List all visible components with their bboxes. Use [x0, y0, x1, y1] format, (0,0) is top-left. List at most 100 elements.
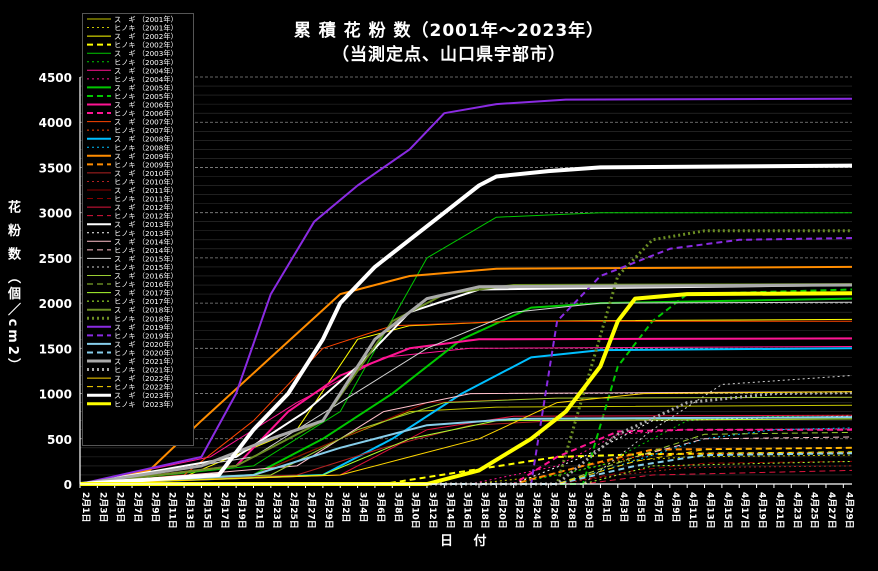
series-line — [79, 265, 853, 485]
legend-label: ス ギ （2020年） — [114, 340, 178, 349]
legend-label: ス ギ （2010年） — [114, 169, 178, 178]
series-line — [80, 237, 853, 485]
legend-label: ヒノキ （2014年） — [114, 246, 178, 255]
x-tick-label: 4月13日 — [705, 492, 716, 529]
x-tick-label: 3月18日 — [479, 492, 490, 529]
legend-label: ヒノキ （2002年） — [114, 41, 178, 50]
x-tick-label: 3月28日 — [566, 492, 577, 529]
legend-label: ヒノキ （2004年） — [114, 75, 178, 84]
series-line — [80, 229, 852, 486]
series-line — [79, 337, 853, 485]
legend-label: ス ギ （2017年） — [114, 289, 178, 298]
series-line — [80, 436, 853, 485]
x-tick-label: 3月16日 — [462, 492, 473, 529]
legend-label: ス ギ （2012年） — [114, 203, 178, 212]
legend-label: ス ギ （2023年） — [114, 391, 178, 400]
legend-label: ス ギ （2015年） — [114, 254, 178, 263]
x-tick-label: 4月29日 — [843, 492, 854, 529]
x-tick-label: 4月15日 — [722, 492, 733, 529]
x-tick-label: 3月12日 — [427, 492, 438, 529]
x-tick-label: 4月11日 — [687, 492, 698, 529]
x-tick-label: 2月15日 — [201, 492, 212, 529]
y-tick-label: 3000 — [39, 207, 72, 221]
legend-label: ス ギ （2022年） — [114, 374, 178, 383]
series-line — [79, 97, 853, 485]
legend-label: ヒノキ （2011年） — [114, 195, 178, 204]
x-tick-label: 2月9日 — [149, 492, 160, 523]
legend-label: ス ギ （2011年） — [114, 186, 178, 195]
x-tick-label: 4月17日 — [739, 492, 750, 529]
x-tick-label: 2月13日 — [184, 492, 195, 529]
series-line — [79, 283, 853, 486]
axes — [79, 77, 852, 485]
legend-label: ヒノキ （2019年） — [114, 331, 178, 340]
legend-label: ヒノキ （2023年） — [114, 400, 178, 409]
x-tick-label: 3月10日 — [410, 492, 421, 529]
x-tick-label: 4月21日 — [774, 492, 785, 529]
x-tick-labels: 2月1日 2月3日 2月5日 2月7日 2月9日 2月11日 2月13日 2月15日 2月17日… — [79, 484, 854, 529]
series-line — [79, 212, 852, 485]
x-tick-label: 4月1日 — [600, 492, 611, 523]
legend-label: ス ギ （2004年） — [114, 66, 178, 75]
series-line — [79, 416, 853, 485]
x-tick-label: 3月24日 — [531, 492, 542, 529]
series-line — [80, 427, 853, 485]
x-tick-label: 3月14日 — [444, 492, 455, 529]
x-tick-label: 3月2日 — [340, 492, 351, 523]
legend-label: ヒノキ （2015年） — [114, 263, 178, 272]
legend: ス ギ （2001年） ヒノキ （2001年）ス ギ （2002年） ヒノキ （20… — [82, 13, 194, 446]
y-tick-label: 1500 — [39, 342, 72, 356]
x-tick-label: 4月5日 — [635, 492, 646, 523]
legend-label: ス ギ （2019年） — [114, 323, 178, 332]
y-tick-label: 500 — [47, 433, 72, 447]
y-tick-label: 3500 — [39, 161, 72, 175]
x-tick-label: 3月8日 — [392, 492, 403, 523]
series-line — [80, 291, 853, 486]
series-line — [80, 288, 853, 485]
series-lines — [79, 97, 853, 486]
x-tick-label: 2月19日 — [236, 492, 247, 529]
legend-label: ス ギ （2006年） — [114, 101, 178, 110]
series-line — [79, 283, 853, 485]
legend-label: ス ギ （2013年） — [114, 220, 178, 229]
x-tick-label: 2月3日 — [97, 492, 108, 523]
x-tick-label: 4月25日 — [809, 492, 820, 529]
x-axis-label: 日 付 — [440, 534, 495, 549]
legend-label: ヒノキ （2008年） — [114, 143, 178, 152]
x-tick-label: 2月17日 — [219, 492, 230, 529]
series-line — [79, 163, 853, 486]
legend-label: ス ギ （2014年） — [114, 237, 178, 246]
x-tick-label: 3月30日 — [583, 492, 594, 529]
legend-label: ヒノキ （2001年） — [114, 24, 178, 33]
chart-subtitle: （当測定点、山口県宇部市） — [332, 45, 566, 65]
legend-label: ス ギ （2008年） — [114, 135, 178, 144]
legend-label: ヒノキ （2013年） — [114, 229, 178, 238]
x-tick-label: 2月7日 — [132, 492, 143, 523]
x-tick-label: 3月26日 — [548, 492, 559, 529]
legend-label: ヒノキ （2006年） — [114, 109, 178, 118]
legend-label: ヒノキ （2018年） — [114, 314, 178, 323]
x-tick-label: 2月23日 — [271, 492, 282, 529]
x-tick-label: 3月4日 — [358, 492, 369, 523]
legend-label: ス ギ （2001年） — [114, 15, 178, 24]
x-tick-label: 2月21日 — [253, 492, 264, 529]
series-line — [79, 346, 853, 485]
x-tick-label: 4月7日 — [652, 492, 663, 523]
legend-label: ヒノキ （2005年） — [114, 92, 178, 101]
y-tick-label: 4000 — [39, 116, 72, 130]
legend-label: ヒノキ （2012年） — [114, 212, 178, 221]
legend-label: ヒノキ （2020年） — [114, 348, 178, 357]
series-line — [79, 391, 853, 485]
y-tick-labels: 0 500 1000 1500 2000 2500 3000 3500 4000 4500 — [39, 71, 72, 492]
x-tick-label: 3月22日 — [514, 492, 525, 529]
legend-label: ス ギ （2018年） — [114, 306, 178, 315]
y-tick-label: 2500 — [39, 252, 72, 266]
y-tick-label: 4500 — [39, 71, 72, 85]
legend-label: ヒノキ （2021年） — [114, 366, 178, 375]
y-tick-label: 2000 — [39, 297, 72, 311]
x-tick-label: 2月11日 — [167, 492, 178, 529]
legend-label: ヒノキ （2022年） — [114, 383, 178, 392]
legend-label: ヒノキ （2009年） — [114, 160, 178, 169]
x-tick-label: 2月1日 — [80, 492, 91, 523]
